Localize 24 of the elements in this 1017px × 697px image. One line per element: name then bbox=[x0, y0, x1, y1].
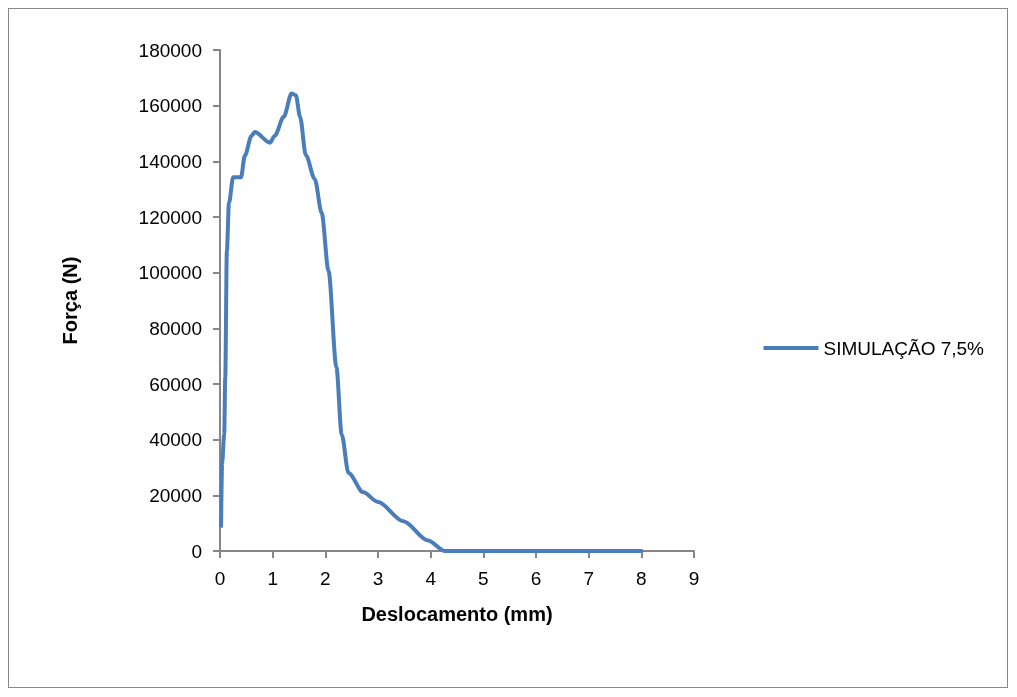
x-tick-label: 5 bbox=[478, 568, 489, 589]
y-tick-label: 140000 bbox=[138, 150, 202, 172]
x-tick-label: 0 bbox=[214, 568, 226, 589]
y-axis-title: Força (N) bbox=[59, 256, 81, 345]
legend-label: SIMULAÇÃO 7,5% bbox=[823, 337, 985, 359]
y-tick-label: 80000 bbox=[149, 317, 202, 339]
y-tick-label: 180000 bbox=[138, 39, 202, 61]
x-tick-label: 8 bbox=[636, 568, 647, 589]
x-tick-label: 4 bbox=[425, 568, 437, 589]
line-series bbox=[219, 91, 644, 553]
x-axis-title: Deslocamento (mm) bbox=[361, 603, 553, 625]
x-tick-label: 1 bbox=[267, 568, 278, 589]
x-tick-label: 3 bbox=[372, 568, 384, 589]
y-tick-label: 160000 bbox=[138, 95, 202, 117]
y-tick-label: 120000 bbox=[138, 206, 202, 228]
x-tick-label: 2 bbox=[320, 568, 331, 589]
y-tick-label: 100000 bbox=[138, 262, 202, 284]
y-tick-label: 0 bbox=[191, 540, 202, 562]
x-tick-label: 7 bbox=[583, 568, 594, 589]
x-tick-label: 6 bbox=[530, 568, 542, 589]
y-tick-label: 40000 bbox=[149, 429, 202, 451]
y-tick-label: 20000 bbox=[149, 484, 202, 506]
y-tick-label: 60000 bbox=[149, 373, 202, 395]
x-tick-label: 9 bbox=[688, 568, 700, 589]
